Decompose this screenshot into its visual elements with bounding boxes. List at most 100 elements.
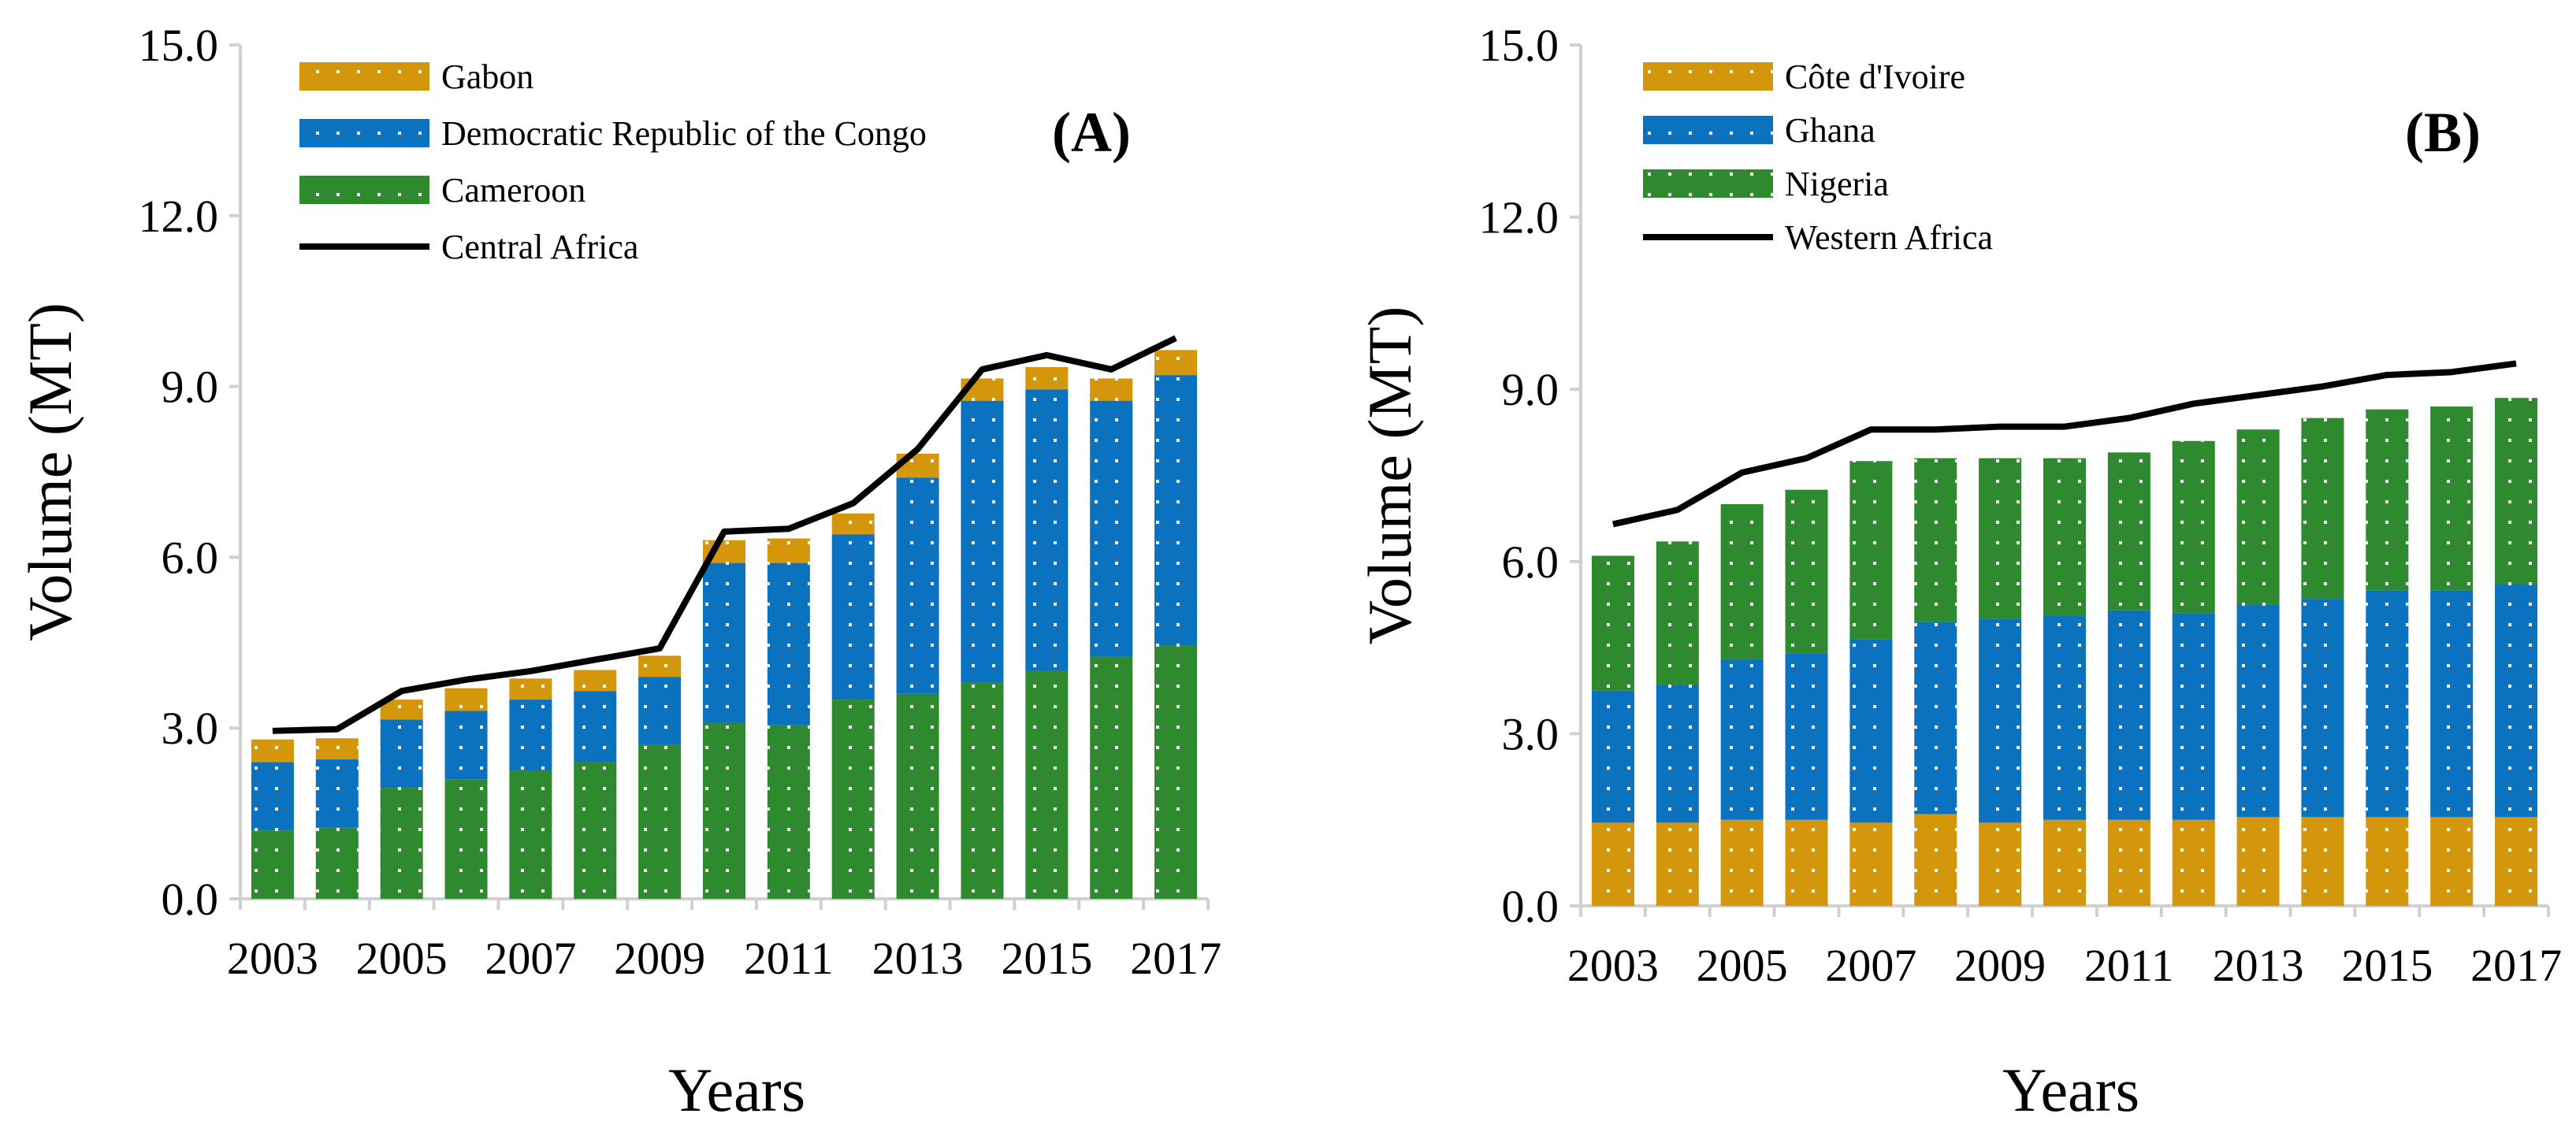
bar-dot-pattern [509, 700, 552, 771]
bar-dot-pattern [767, 538, 810, 563]
bar-dot-pattern [1785, 489, 1828, 654]
bar-dot-pattern [1914, 622, 1957, 815]
bar-dot-pattern [638, 744, 682, 899]
x-tick-label: 2015 [1001, 933, 1092, 984]
panel-a: 0.0 3.0 6.0 9.0 12.0 15.0 2003 2005 2007 2009 2011… [16, 20, 1221, 1124]
bar-dot-pattern [2172, 440, 2215, 614]
bar-dot-pattern [1656, 685, 1699, 823]
bar-dot-pattern [638, 677, 682, 745]
bar-dot-pattern [1154, 375, 1198, 646]
bar-dot-pattern [1720, 503, 1764, 659]
legend-label: Gabon [441, 58, 533, 96]
bar-dot-pattern [1849, 461, 1893, 640]
bar-dot-pattern [509, 678, 552, 700]
bar-dot-pattern [1656, 822, 1699, 906]
x-tick-label: 2011 [2084, 940, 2174, 991]
bar-dot-pattern [574, 670, 617, 692]
bar-dot-pattern [961, 400, 1004, 683]
x-tick-label: 2013 [872, 933, 964, 984]
bar-dot-pattern [1849, 639, 1893, 823]
bar-dot-pattern [2430, 406, 2474, 591]
bar-dot-pattern [2043, 458, 2087, 617]
bar-dot-pattern [2495, 398, 2538, 585]
y-tick-label: 15.0 [1479, 20, 1559, 71]
y-tick-label: 6.0 [1502, 536, 1559, 588]
panel-label: (A) [1052, 101, 1131, 164]
bar-dot-pattern [638, 655, 682, 677]
bar-dot-pattern [2107, 819, 2150, 906]
bar-dot-pattern [702, 722, 746, 899]
bar-dot-pattern [2107, 610, 2150, 820]
bar-dot-pattern [961, 682, 1004, 899]
bar-dot-pattern [1979, 458, 2022, 619]
y-tick-label: 6.0 [162, 532, 219, 583]
bar-dot-pattern [767, 562, 810, 726]
line-western-africa [1612, 360, 2517, 528]
bar-dot-pattern [1914, 814, 1957, 906]
y-tick-label: 15.0 [139, 20, 219, 71]
bar-dot-pattern [2043, 819, 2087, 906]
bar-dot-pattern [2236, 429, 2280, 605]
bar-dot-pattern [1154, 645, 1198, 899]
x-tick-label: 2009 [614, 933, 705, 984]
bar-dot-pattern [1025, 367, 1069, 390]
x-tick-label: 2015 [2341, 940, 2433, 991]
x-tick-label: 2011 [744, 933, 834, 984]
bar-dot-pattern [2366, 590, 2409, 818]
y-axis-title: Volume (MT) [1355, 306, 1424, 645]
legend-swatch-pattern [299, 62, 429, 91]
y-tick-label: 0.0 [162, 874, 219, 925]
bar-dot-pattern [1785, 819, 1828, 906]
x-tick-label: 2005 [1697, 940, 1788, 991]
bar-dot-pattern [251, 830, 294, 899]
legend-swatch-pattern [299, 119, 429, 147]
bar-dot-pattern [2430, 590, 2474, 818]
bar-dot-pattern [509, 770, 552, 899]
bar-dot-pattern [380, 719, 423, 789]
x-tick-label: 2017 [2470, 940, 2562, 991]
y-tick-label: 9.0 [1502, 364, 1559, 415]
bar-dot-pattern [574, 691, 617, 763]
y-tick-label: 3.0 [1502, 708, 1559, 759]
legend-label: Central Africa [441, 228, 638, 266]
x-tick-label: 2007 [485, 933, 576, 984]
bar-dot-pattern [315, 827, 359, 899]
panel-label: (B) [2405, 101, 2481, 164]
bar-dot-pattern [1591, 690, 1634, 823]
bar-dot-pattern [702, 562, 746, 722]
x-tick-label: 2013 [2213, 940, 2304, 991]
legend-label: Cameroon [441, 171, 585, 210]
bar-dot-pattern [251, 739, 294, 763]
bar-dot-pattern [2172, 613, 2215, 820]
bar-dot-pattern [2107, 452, 2150, 611]
bar-dot-pattern [444, 711, 488, 780]
legend-label: Ghana [1785, 111, 1875, 150]
legend-label: Democratic Republic of the Congo [441, 114, 927, 153]
bar-dot-pattern [1090, 400, 1133, 657]
bar-dot-pattern [2301, 418, 2344, 599]
bar-dot-pattern [1720, 819, 1764, 906]
legend-swatch-pattern [1643, 116, 1773, 144]
panel-b: 0.0 3.0 6.0 9.0 12.0 15.0 2003 2005 2007 2009 2011… [1355, 20, 2562, 1124]
bar-dot-pattern [2301, 599, 2344, 818]
bar-dot-pattern [444, 779, 488, 899]
bar-dot-pattern [1979, 822, 2022, 906]
y-axis-title: Volume (MT) [16, 302, 84, 641]
legend-label: Côte d'Ivoire [1785, 58, 1965, 96]
bar-dot-pattern [2430, 817, 2474, 906]
bar-dot-pattern [2236, 817, 2280, 906]
legend-swatch-pattern [1643, 62, 1773, 91]
legend-label: Nigeria [1785, 165, 1889, 203]
x-tick-label: 2007 [1825, 940, 1916, 991]
bar-dot-pattern [315, 759, 359, 828]
bar-dot-pattern [2366, 817, 2409, 906]
bar-dot-pattern [896, 477, 939, 694]
bar-dot-pattern [2301, 817, 2344, 906]
bar-dot-pattern [444, 688, 488, 711]
x-axis-title: Years [2002, 1056, 2139, 1124]
bar-dot-pattern [2236, 604, 2280, 818]
bar-dot-pattern [2172, 819, 2215, 906]
bar-dot-pattern [1090, 378, 1133, 401]
bar-dot-pattern [1720, 659, 1764, 820]
x-tick-label: 2003 [1567, 940, 1659, 991]
